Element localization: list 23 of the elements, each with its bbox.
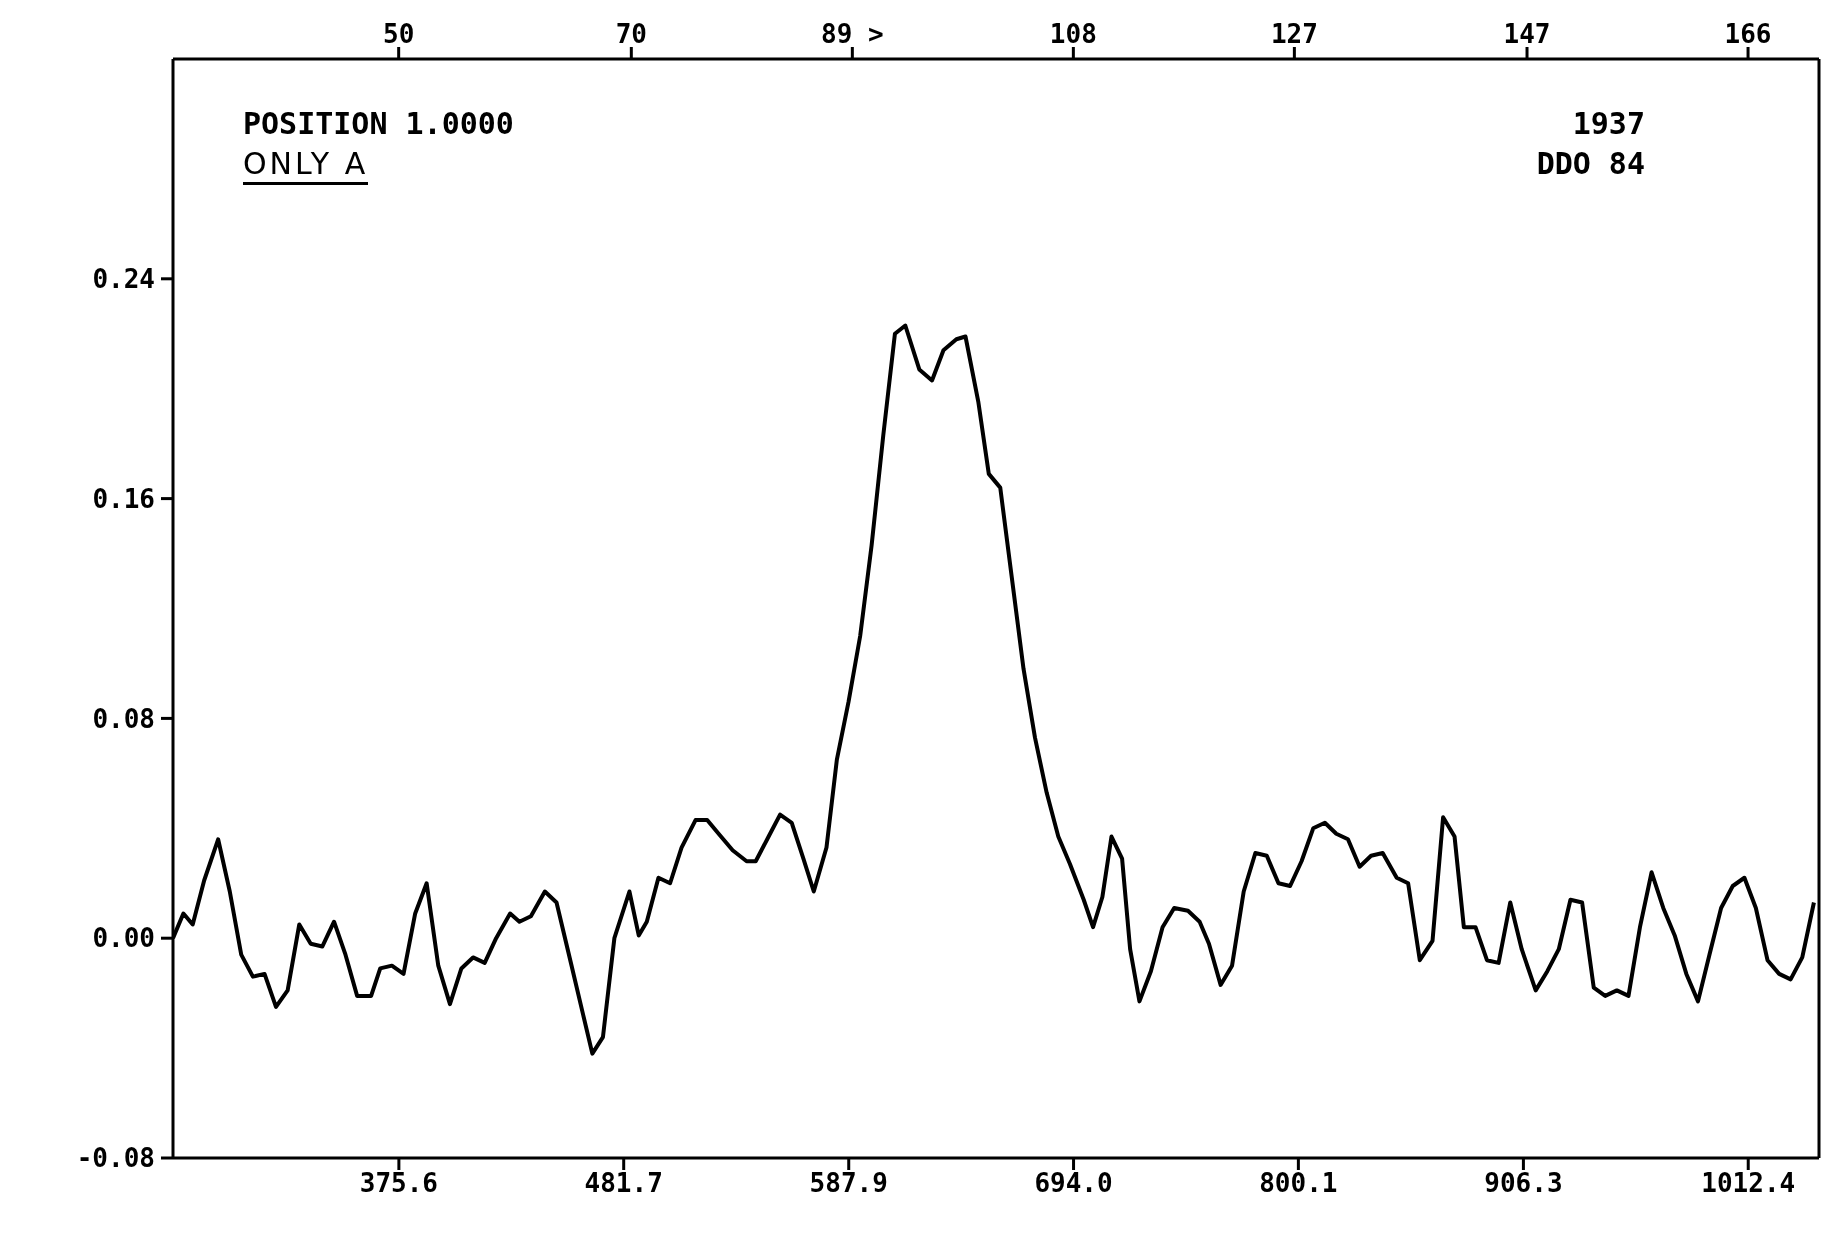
x2-tick-label: 89 > bbox=[821, 19, 884, 49]
x2-tick-label: 166 bbox=[1724, 19, 1772, 49]
y-tick-label: 0.08 bbox=[92, 703, 155, 734]
x-tick-label: 694.0 bbox=[1034, 1168, 1113, 1199]
x2-tick-label: 70 bbox=[615, 19, 647, 49]
y-tick-label: -0.08 bbox=[76, 1143, 155, 1174]
annotation: ONLY A bbox=[243, 146, 369, 185]
x-tick-label: 906.3 bbox=[1484, 1168, 1563, 1199]
y-tick-label: 0.24 bbox=[92, 264, 155, 295]
x-tick-label: 587.9 bbox=[809, 1168, 888, 1199]
x-tick-label: 800.1 bbox=[1259, 1168, 1338, 1199]
x2-tick-label: 108 bbox=[1049, 19, 1097, 49]
x2-tick-label: 50 bbox=[383, 19, 415, 49]
annotation: 1937 bbox=[1572, 106, 1645, 142]
annotation: POSITION 1.0000 bbox=[243, 106, 514, 142]
y-tick-label: 0.00 bbox=[92, 923, 155, 954]
x2-tick-label: 127 bbox=[1270, 19, 1318, 49]
x2-tick-label: 147 bbox=[1503, 19, 1551, 49]
annotation: DDO 84 bbox=[1536, 146, 1645, 182]
x-tick-label: 375.6 bbox=[359, 1168, 439, 1199]
y-tick-label: 0.16 bbox=[92, 483, 155, 514]
x-tick-label: 481.7 bbox=[584, 1168, 663, 1199]
x-tick-label: 1012.4 bbox=[1701, 1168, 1796, 1199]
